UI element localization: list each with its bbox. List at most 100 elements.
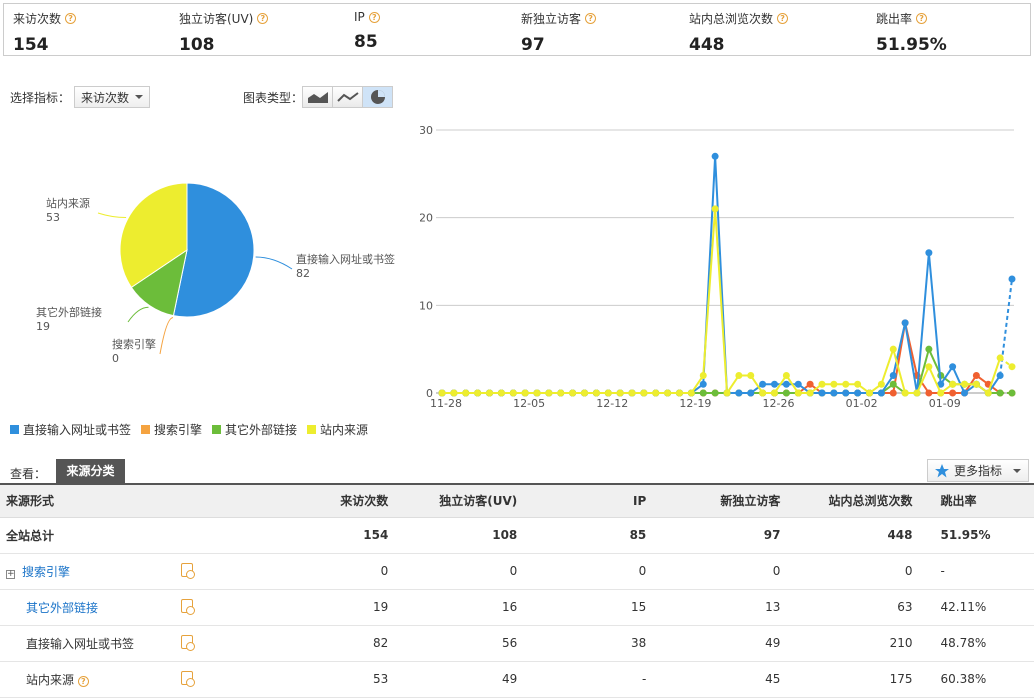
more-metrics-button[interactable]: 更多指标 <box>927 459 1029 482</box>
kpi-bar: 来访次数? 154 独立访客(UV)? 108 IP? 85 新独立访客? 97… <box>3 3 1031 56</box>
data-point <box>462 390 469 397</box>
cell: 51.95% <box>923 517 1034 553</box>
legend-label: 站内来源 <box>320 421 368 438</box>
table-row: 直接输入网址或书签 82 56 38 49 210 48.78% <box>0 625 1034 661</box>
help-icon[interactable]: ? <box>369 12 380 23</box>
data-point <box>759 381 766 388</box>
data-point <box>700 381 707 388</box>
column-header-bounce[interactable]: 跳出率 <box>923 485 1034 517</box>
column-header-new-visitors[interactable]: 新独立访客 <box>656 485 790 517</box>
chevron-down-icon <box>1013 469 1021 473</box>
report-icon[interactable] <box>181 671 193 685</box>
data-point <box>652 390 659 397</box>
expand-icon[interactable]: + <box>6 570 15 579</box>
star-icon <box>935 464 949 478</box>
help-icon[interactable]: ? <box>78 676 89 687</box>
data-point <box>640 390 647 397</box>
cell: 42.11% <box>923 589 1034 625</box>
row-link[interactable]: 搜索引擎 <box>22 565 70 579</box>
table-row: +搜索引擎 0 0 0 0 0 - <box>0 553 1034 589</box>
table-row: 其它外部链接 19 16 15 13 63 42.11% <box>0 589 1034 625</box>
help-icon[interactable]: ? <box>777 13 788 24</box>
row-name: 直接输入网址或书签 <box>0 625 171 661</box>
report-icon[interactable] <box>181 599 193 613</box>
data-point <box>747 372 754 379</box>
data-point <box>783 390 790 397</box>
cell: 60.38% <box>923 661 1034 697</box>
legend-item-search[interactable]: 搜索引擎 <box>141 421 202 438</box>
pie-connector <box>256 257 292 269</box>
help-icon[interactable]: ? <box>257 13 268 24</box>
kpi-new-visitors: 新独立访客? 97 <box>512 4 680 55</box>
pie-chart-button[interactable] <box>362 86 393 108</box>
legend-swatch <box>10 425 19 434</box>
data-point <box>795 390 802 397</box>
x-tick-label: 01-02 <box>846 397 878 410</box>
more-metrics-label: 更多指标 <box>954 462 1002 479</box>
cell: 19 <box>233 589 398 625</box>
data-point <box>486 390 493 397</box>
column-header-source[interactable]: 来源形式 <box>0 485 233 517</box>
column-header-ip[interactable]: IP <box>527 485 656 517</box>
pie-label-value: 82 <box>296 267 310 280</box>
pie-connector <box>98 213 126 218</box>
cell: 0 <box>398 553 527 589</box>
cell: 56 <box>398 625 527 661</box>
help-icon[interactable]: ? <box>65 13 76 24</box>
data-point <box>949 390 956 397</box>
help-icon[interactable]: ? <box>916 13 927 24</box>
cell: - <box>923 553 1034 589</box>
data-point <box>890 346 897 353</box>
data-point <box>700 390 707 397</box>
y-tick-label: 30 <box>420 124 433 137</box>
cell: 48.78% <box>923 625 1034 661</box>
data-point <box>724 390 731 397</box>
data-point <box>866 390 873 397</box>
legend-item-internal[interactable]: 站内来源 <box>307 421 368 438</box>
chart-type-label: 图表类型： <box>243 89 303 106</box>
cell: 49 <box>398 661 527 697</box>
legend-item-direct[interactable]: 直接输入网址或书签 <box>10 421 131 438</box>
report-icon[interactable] <box>181 635 193 649</box>
help-icon[interactable]: ? <box>585 13 596 24</box>
kpi-bounce: 跳出率? 51.95% <box>867 4 1027 55</box>
data-point <box>581 390 588 397</box>
data-point <box>890 372 897 379</box>
kpi-visits: 来访次数? 154 <box>4 4 170 55</box>
column-header-uv[interactable]: 独立访客(UV) <box>398 485 527 517</box>
table-header-row: 来源形式 来访次数 独立访客(UV) IP 新独立访客 站内总浏览次数 跳出率 <box>0 485 1034 517</box>
data-point <box>973 381 980 388</box>
metric-dropdown[interactable]: 来访次数 <box>74 86 150 108</box>
series-line <box>442 156 1000 393</box>
legend-swatch <box>307 425 316 434</box>
data-point <box>605 390 612 397</box>
kpi-uv: 独立访客(UV)? 108 <box>170 4 345 55</box>
row-name: 全站总计 <box>0 517 233 553</box>
tab-source-category[interactable]: 来源分类 <box>56 459 125 483</box>
report-icon[interactable] <box>181 563 193 577</box>
cell: 38 <box>527 625 656 661</box>
cell: 97 <box>656 517 790 553</box>
data-point <box>557 390 564 397</box>
kpi-value: 154 <box>13 35 170 55</box>
data-point <box>747 390 754 397</box>
cell: 53 <box>233 661 398 697</box>
table-row: 站内来源 ? 53 49 - 45 175 60.38% <box>0 661 1034 697</box>
data-point <box>878 381 885 388</box>
data-point <box>712 390 719 397</box>
data-point <box>937 390 944 397</box>
cell: 0 <box>656 553 790 589</box>
line-chart-button[interactable] <box>332 86 363 108</box>
row-link[interactable]: 其它外部链接 <box>26 601 98 615</box>
column-header-visits[interactable]: 来访次数 <box>233 485 398 517</box>
series-line <box>442 323 1000 393</box>
area-chart-button[interactable] <box>302 86 333 108</box>
table-row-total: 全站总计 154 108 85 97 448 51.95% <box>0 517 1034 553</box>
data-point <box>925 363 932 370</box>
legend-label: 搜索引擎 <box>154 421 202 438</box>
cell: 0 <box>527 553 656 589</box>
pie-chart-icon <box>370 89 386 105</box>
column-header-pageviews[interactable]: 站内总浏览次数 <box>790 485 922 517</box>
legend-item-external[interactable]: 其它外部链接 <box>212 421 297 438</box>
kpi-label: 跳出率 <box>876 10 912 27</box>
